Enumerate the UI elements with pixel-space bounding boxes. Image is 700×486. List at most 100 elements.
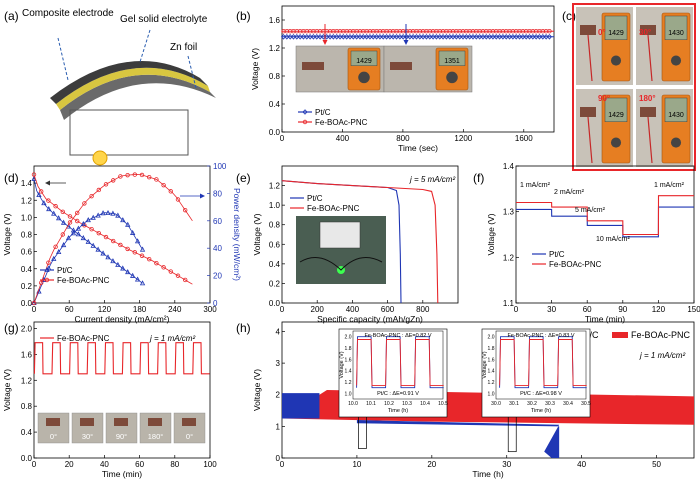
x-tick-label: 240 [168, 305, 182, 314]
data-point [139, 172, 145, 178]
data-point [543, 34, 549, 40]
label-composite-electrode: Composite electrode [22, 8, 114, 19]
y-tick-label: 1 [276, 422, 281, 431]
data-point [60, 242, 67, 248]
y-tick-label: 0.4 [269, 100, 281, 109]
x-axis-label: Current density (mA/cm²) [75, 314, 170, 324]
y-tick-label: 0.6 [269, 240, 281, 249]
inset-y-tick-label: 1.4 [488, 369, 495, 375]
data-point [433, 34, 439, 40]
panel-label-f: (f) [473, 171, 484, 185]
leader-line [57, 37, 69, 81]
inset-y-tick-label: 1.8 [488, 346, 495, 352]
x-tick-label: 800 [416, 305, 430, 314]
data-point [65, 235, 72, 241]
data-point [294, 34, 300, 40]
multimeter-display [350, 50, 378, 66]
multimeter-display [664, 15, 688, 40]
data-point [56, 215, 62, 221]
data-point [507, 34, 513, 40]
data-point [60, 232, 65, 237]
label-zn-foil: Zn foil [170, 42, 197, 53]
chart-f: 0 30 60 90 120 150 1.1 1.2 1.3 1.4 Time (min) Volta… [486, 162, 700, 324]
data-point [364, 34, 370, 40]
legend-label: Pt/C [307, 194, 323, 203]
data-point [384, 34, 390, 40]
probe-wire [647, 34, 653, 82]
inset-y-tick-label: 2.0 [488, 335, 495, 341]
data-point [327, 34, 333, 40]
data-point [139, 253, 145, 258]
wire-loop [69, 109, 189, 156]
plot-frame [33, 321, 211, 459]
data-point [453, 34, 459, 40]
data-point [460, 34, 466, 40]
inset-y-tick-label: 1.6 [345, 357, 352, 363]
data-point [357, 34, 363, 40]
panel-label-a: (a) [4, 9, 19, 23]
leader-line [187, 55, 197, 89]
data-point [403, 34, 410, 40]
x-tick-label: 1600 [515, 134, 533, 143]
inset-delta-e-ptc: Pt/C : ΔE=0.98 V [520, 391, 562, 397]
x-tick-label: 800 [396, 134, 410, 143]
data-point [397, 34, 403, 40]
data-point [125, 221, 131, 227]
inset-y-tick-label: 1.2 [345, 380, 352, 386]
series-line-0 [516, 206, 694, 238]
y-tick-label: 2 [276, 391, 281, 400]
y-tick-label: 3 [276, 359, 281, 368]
data-point [90, 214, 96, 220]
data-point [367, 34, 373, 40]
x-tick-label: 100 [203, 460, 217, 469]
x-axis-label: Time (min) [102, 469, 142, 479]
angle-label: 90° [116, 432, 127, 441]
data-point [110, 178, 116, 183]
x-tick-label: 400 [346, 305, 360, 314]
data-point [517, 34, 523, 40]
data-point [146, 175, 152, 180]
data-point [380, 34, 386, 40]
data-point [80, 220, 86, 227]
data-point [36, 191, 42, 197]
multimeter-dial-icon [358, 71, 370, 84]
x-tick-label: 120 [652, 305, 666, 314]
y-tick-label: 1.2 [21, 196, 33, 205]
angle-label: 30° [639, 28, 651, 37]
inset-y-tick-label: 1.0 [488, 391, 495, 397]
photo-frame [572, 3, 696, 171]
x-tick-label: 300 [203, 305, 217, 314]
inset-y-tick-label: 1.6 [488, 357, 495, 363]
data-point [85, 238, 91, 244]
data-point [110, 210, 116, 216]
data-point [161, 265, 166, 270]
plot-frame [281, 165, 459, 304]
data-point [139, 280, 146, 286]
data-point [105, 209, 111, 216]
data-point [390, 34, 396, 40]
y-tick-label: 0.8 [269, 72, 281, 81]
y-tick-label: 0.2 [269, 279, 281, 288]
inset-x-tick-label: 30.4 [563, 401, 573, 407]
chart-g: 0 20 40 60 80 100 0.0 0.4 0.8 1.2 1.6 2.0 Time (min)… [2, 321, 217, 479]
y-axis-label: Voltage (V) [2, 213, 12, 255]
legend-label: Fe-BOAc-PNC [549, 260, 602, 269]
legend-label: Fe-BOAc-PNC [315, 118, 368, 127]
angle-label: 0° [598, 28, 606, 37]
data-point [118, 242, 123, 248]
y-axis-label: Voltage (V) [252, 213, 262, 255]
y-right-tick-label: 40 [213, 244, 222, 253]
y-right-axis-label: Power density (mW/cm²) [232, 188, 242, 281]
data-point [493, 34, 499, 40]
flexible-battery [114, 418, 128, 426]
data-point [290, 34, 297, 40]
data-point [317, 34, 323, 40]
y-tick-label: 1.2 [503, 253, 515, 262]
x-tick-label: 120 [98, 305, 112, 314]
data-point [125, 246, 130, 252]
inset-y-tick-label: 1.8 [345, 346, 352, 352]
inset-y-tick-label: 1.0 [345, 391, 352, 397]
plot-frame [281, 5, 555, 133]
series-line-3 [33, 173, 193, 304]
legend-label: Fe-BOAc-PNC [57, 334, 110, 343]
